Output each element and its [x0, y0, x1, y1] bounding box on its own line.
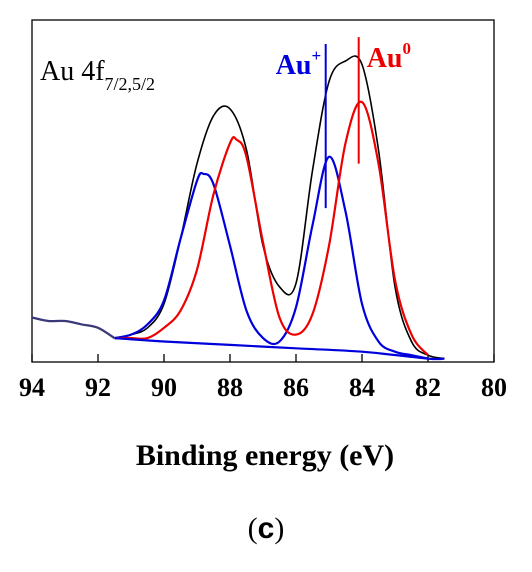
x-tick-label-7: 80	[481, 373, 507, 402]
x-tick-label-1: 92	[85, 373, 111, 402]
series-line-2	[114, 100, 429, 356]
series-line-3	[114, 337, 445, 361]
x-tick-label-3: 88	[217, 373, 243, 402]
x-axis-ticks: 94 92 90 88 86 84 82 80	[19, 354, 507, 402]
peak-label-0: Au+	[276, 46, 321, 81]
x-axis-title: Binding energy (eV)	[136, 439, 394, 472]
series-line-4	[31, 316, 116, 340]
xps-chart: 94 92 90 88 86 84 82 80 Au+ Au0 Au 4f7/2,5/2 Bin…	[19, 19, 507, 472]
plot-frame	[31, 19, 495, 363]
x-tick-label-0: 94	[19, 373, 45, 402]
panel-caption: (c)	[247, 512, 285, 545]
x-tick-label-6: 82	[415, 373, 441, 402]
series-line-1	[114, 155, 429, 360]
peak-label-1: Au0	[367, 39, 411, 74]
x-tick-label-5: 84	[349, 373, 375, 402]
spectra	[31, 55, 445, 361]
panel-letter: c	[257, 512, 275, 545]
x-tick-label-4: 86	[283, 373, 309, 402]
panel-title: Au 4f7/2,5/2	[40, 56, 155, 94]
x-tick-label-2: 90	[151, 373, 177, 402]
peak-markers: Au+ Au0	[276, 37, 411, 209]
series-line-0	[114, 55, 445, 360]
